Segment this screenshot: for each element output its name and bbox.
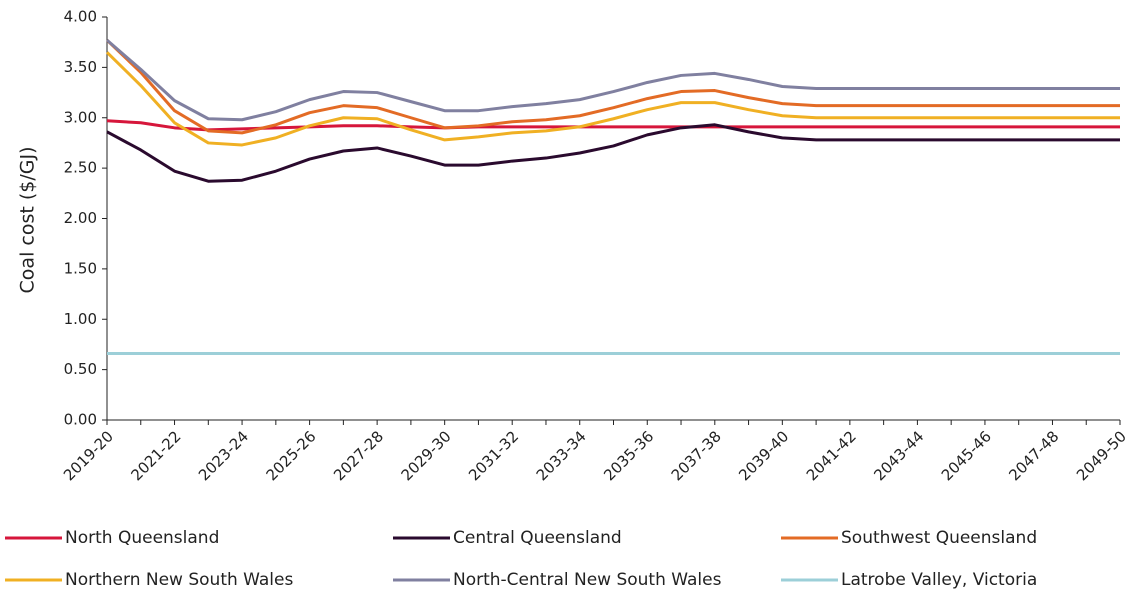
x-tick-label: 2021-22 [127,427,184,484]
x-tick-label: 2049-50 [1073,427,1130,484]
legend-label: North Queensland [65,528,219,548]
y-tick-label: 3.00 [64,108,97,126]
y-tick-label: 0.00 [64,411,97,429]
y-tick-label: 0.50 [64,360,97,378]
series-line [105,51,1120,147]
x-tick-label: 2043-44 [870,427,927,484]
y-tick-label: 1.00 [64,310,97,328]
x-tick-label: 2041-42 [803,427,860,484]
y-tick-label: 3.50 [64,58,97,76]
series-line [105,39,1120,135]
x-tick-label: 2033-34 [533,427,590,484]
x-tick-label: 2029-30 [398,427,455,484]
series-line [106,123,1120,183]
x-tick-label: 2019-20 [60,427,117,484]
x-tick-label: 2039-40 [735,427,792,484]
x-tick-label: 2037-38 [668,427,725,484]
x-tick-label: 2045-46 [938,427,995,484]
series-line [106,39,1120,122]
x-tick-label: 2031-32 [465,427,522,484]
legend-label: Latrobe Valley, Victoria [841,570,1037,590]
x-tick-label: 2035-36 [600,427,657,484]
legend-label: Southwest Queensland [841,528,1037,548]
x-tick-label: 2023-24 [195,427,252,484]
legend-label: Central Queensland [453,528,622,548]
series-line [106,119,1120,132]
x-tick-label: 2025-26 [263,427,320,484]
x-tick-label: 2047-48 [1005,427,1062,484]
legend-label: North-Central New South Wales [453,570,722,590]
y-axis-label: Coal cost ($/GJ) [17,147,39,294]
y-tick-label: 2.50 [64,159,97,177]
legend-label: Northern New South Wales [65,570,293,590]
x-tick-label: 2027-28 [330,427,387,484]
y-tick-label: 1.50 [64,259,97,277]
y-tick-label: 2.00 [64,209,97,227]
y-tick-label: 4.00 [64,8,97,26]
